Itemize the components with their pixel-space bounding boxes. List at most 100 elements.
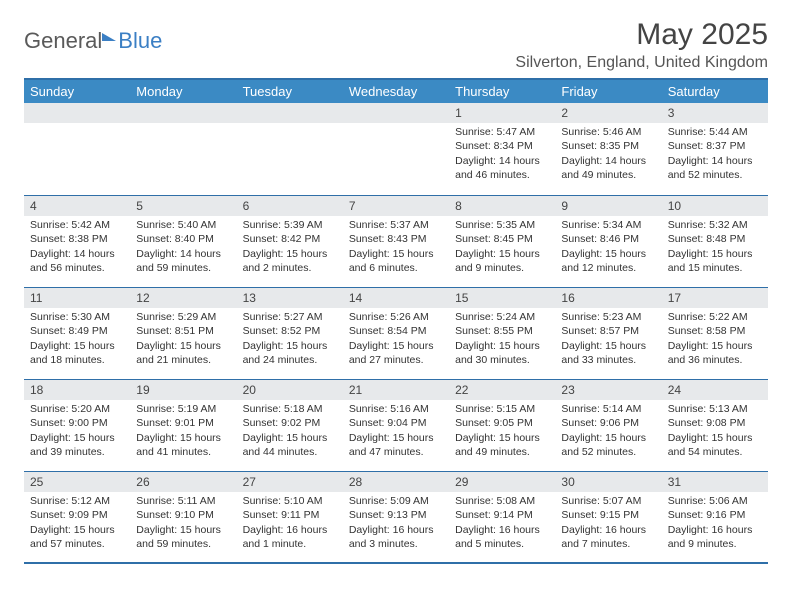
header: General Blue May 2025 Silverton, England… [24, 18, 768, 72]
day-detail-line: and 46 minutes. [455, 168, 549, 182]
day-number [130, 103, 236, 123]
day-detail-line: Sunset: 8:49 PM [30, 324, 124, 338]
day-detail-line: Sunrise: 5:42 AM [30, 218, 124, 232]
day-header: Monday [130, 79, 236, 103]
calendar-cell: 6Sunrise: 5:39 AMSunset: 8:42 PMDaylight… [237, 195, 343, 287]
day-detail-line: Sunrise: 5:16 AM [349, 402, 443, 416]
calendar-cell: 1Sunrise: 5:47 AMSunset: 8:34 PMDaylight… [449, 103, 555, 195]
day-detail-line: Sunrise: 5:44 AM [668, 125, 762, 139]
brand-word-2: Blue [118, 28, 162, 54]
day-detail-line: Sunrise: 5:27 AM [243, 310, 337, 324]
day-number: 10 [662, 195, 768, 216]
day-detail-line: Sunset: 8:35 PM [561, 139, 655, 153]
day-detail-line: Sunset: 8:57 PM [561, 324, 655, 338]
day-detail-line: Sunrise: 5:22 AM [668, 310, 762, 324]
day-number: 5 [130, 195, 236, 216]
day-detail-line: and 59 minutes. [136, 537, 230, 551]
day-details: Sunrise: 5:30 AMSunset: 8:49 PMDaylight:… [24, 308, 130, 371]
day-number: 19 [130, 379, 236, 400]
day-detail-line: and 52 minutes. [561, 445, 655, 459]
day-detail-line: and 9 minutes. [668, 537, 762, 551]
day-details: Sunrise: 5:35 AMSunset: 8:45 PMDaylight:… [449, 216, 555, 279]
calendar-cell: 2Sunrise: 5:46 AMSunset: 8:35 PMDaylight… [555, 103, 661, 195]
calendar-cell [130, 103, 236, 195]
day-detail-line: Sunrise: 5:35 AM [455, 218, 549, 232]
day-detail-line: Sunrise: 5:10 AM [243, 494, 337, 508]
calendar-table: Sunday Monday Tuesday Wednesday Thursday… [24, 78, 768, 564]
day-detail-line: Sunrise: 5:08 AM [455, 494, 549, 508]
day-details: Sunrise: 5:12 AMSunset: 9:09 PMDaylight:… [24, 492, 130, 555]
day-number: 16 [555, 287, 661, 308]
day-detail-line: and 30 minutes. [455, 353, 549, 367]
day-details: Sunrise: 5:34 AMSunset: 8:46 PMDaylight:… [555, 216, 661, 279]
calendar-cell: 16Sunrise: 5:23 AMSunset: 8:57 PMDayligh… [555, 287, 661, 379]
day-detail-line: Daylight: 15 hours [668, 431, 762, 445]
day-details [130, 123, 236, 129]
page: General Blue May 2025 Silverton, England… [0, 0, 792, 574]
day-detail-line: Daylight: 15 hours [455, 247, 549, 261]
day-detail-line: Sunrise: 5:47 AM [455, 125, 549, 139]
day-details: Sunrise: 5:08 AMSunset: 9:14 PMDaylight:… [449, 492, 555, 555]
day-detail-line: Daylight: 15 hours [561, 431, 655, 445]
day-detail-line: Sunset: 9:08 PM [668, 416, 762, 430]
day-detail-line: Sunset: 9:02 PM [243, 416, 337, 430]
day-detail-line: Sunrise: 5:30 AM [30, 310, 124, 324]
day-header: Saturday [662, 79, 768, 103]
day-detail-line: Daylight: 14 hours [30, 247, 124, 261]
day-detail-line: and 21 minutes. [136, 353, 230, 367]
brand-word-1: General [24, 28, 102, 54]
day-number: 9 [555, 195, 661, 216]
day-details: Sunrise: 5:39 AMSunset: 8:42 PMDaylight:… [237, 216, 343, 279]
day-details: Sunrise: 5:14 AMSunset: 9:06 PMDaylight:… [555, 400, 661, 463]
calendar-cell [343, 103, 449, 195]
day-number: 18 [24, 379, 130, 400]
day-detail-line: and 33 minutes. [561, 353, 655, 367]
day-detail-line: Daylight: 16 hours [243, 523, 337, 537]
calendar-cell: 3Sunrise: 5:44 AMSunset: 8:37 PMDaylight… [662, 103, 768, 195]
day-detail-line: Daylight: 16 hours [349, 523, 443, 537]
calendar-week: 25Sunrise: 5:12 AMSunset: 9:09 PMDayligh… [24, 471, 768, 563]
day-detail-line: Sunrise: 5:18 AM [243, 402, 337, 416]
calendar-cell: 28Sunrise: 5:09 AMSunset: 9:13 PMDayligh… [343, 471, 449, 563]
day-detail-line: Sunrise: 5:32 AM [668, 218, 762, 232]
day-detail-line: and 18 minutes. [30, 353, 124, 367]
day-detail-line: Sunset: 8:55 PM [455, 324, 549, 338]
day-detail-line: Daylight: 15 hours [243, 431, 337, 445]
calendar-cell: 31Sunrise: 5:06 AMSunset: 9:16 PMDayligh… [662, 471, 768, 563]
day-detail-line: and 12 minutes. [561, 261, 655, 275]
day-detail-line: Daylight: 14 hours [668, 154, 762, 168]
day-details: Sunrise: 5:22 AMSunset: 8:58 PMDaylight:… [662, 308, 768, 371]
day-details: Sunrise: 5:09 AMSunset: 9:13 PMDaylight:… [343, 492, 449, 555]
day-number: 13 [237, 287, 343, 308]
day-number: 7 [343, 195, 449, 216]
day-detail-line: Sunrise: 5:24 AM [455, 310, 549, 324]
day-detail-line: and 49 minutes. [561, 168, 655, 182]
day-detail-line: Sunset: 8:40 PM [136, 232, 230, 246]
day-details: Sunrise: 5:10 AMSunset: 9:11 PMDaylight:… [237, 492, 343, 555]
day-details: Sunrise: 5:47 AMSunset: 8:34 PMDaylight:… [449, 123, 555, 186]
day-details: Sunrise: 5:37 AMSunset: 8:43 PMDaylight:… [343, 216, 449, 279]
calendar-cell: 21Sunrise: 5:16 AMSunset: 9:04 PMDayligh… [343, 379, 449, 471]
calendar-cell [237, 103, 343, 195]
day-detail-line: Sunset: 8:43 PM [349, 232, 443, 246]
day-detail-line: and 1 minute. [243, 537, 337, 551]
day-detail-line: Sunrise: 5:11 AM [136, 494, 230, 508]
day-detail-line: Sunset: 9:14 PM [455, 508, 549, 522]
day-details: Sunrise: 5:29 AMSunset: 8:51 PMDaylight:… [130, 308, 236, 371]
day-number: 12 [130, 287, 236, 308]
day-detail-line: Daylight: 15 hours [561, 339, 655, 353]
day-detail-line: Sunset: 9:15 PM [561, 508, 655, 522]
day-number [237, 103, 343, 123]
day-detail-line: Daylight: 15 hours [349, 247, 443, 261]
day-details: Sunrise: 5:46 AMSunset: 8:35 PMDaylight:… [555, 123, 661, 186]
calendar-cell: 26Sunrise: 5:11 AMSunset: 9:10 PMDayligh… [130, 471, 236, 563]
day-detail-line: and 7 minutes. [561, 537, 655, 551]
calendar-cell: 14Sunrise: 5:26 AMSunset: 8:54 PMDayligh… [343, 287, 449, 379]
day-detail-line: Sunset: 9:10 PM [136, 508, 230, 522]
day-detail-line: Sunrise: 5:19 AM [136, 402, 230, 416]
day-detail-line: Sunrise: 5:09 AM [349, 494, 443, 508]
calendar-week: 11Sunrise: 5:30 AMSunset: 8:49 PMDayligh… [24, 287, 768, 379]
day-detail-line: Sunset: 8:54 PM [349, 324, 443, 338]
day-details: Sunrise: 5:16 AMSunset: 9:04 PMDaylight:… [343, 400, 449, 463]
calendar-week: 18Sunrise: 5:20 AMSunset: 9:00 PMDayligh… [24, 379, 768, 471]
